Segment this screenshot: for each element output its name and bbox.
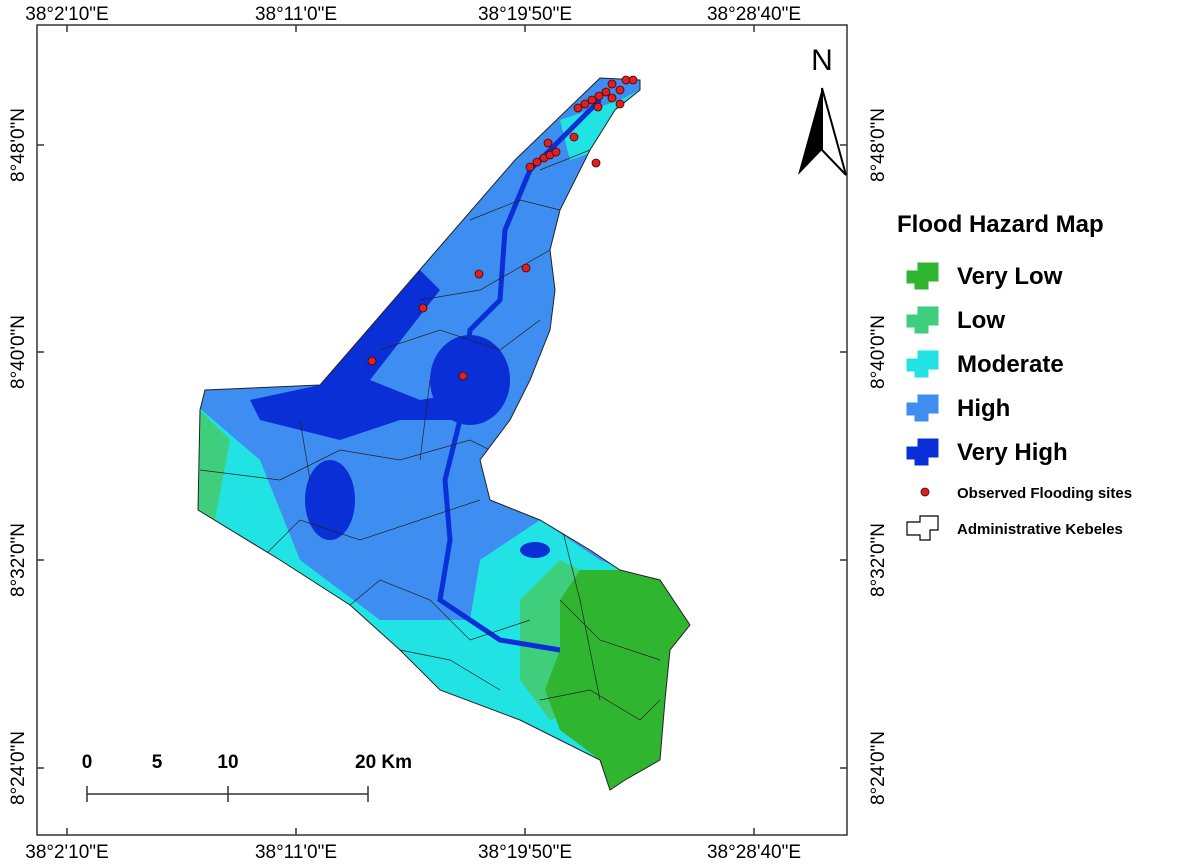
latitude-label: 8°24'0"N — [868, 731, 889, 805]
legend-swatch — [906, 515, 939, 541]
legend-swatch — [906, 350, 939, 378]
latitude-label: 8°24'0"N — [8, 731, 29, 805]
very-low-zone — [545, 570, 690, 790]
longitude-label: 38°19'50"E — [478, 4, 572, 25]
latitude-label: 8°40'0"N — [868, 315, 889, 389]
flood-sites — [367, 75, 638, 381]
scale-bar — [86, 786, 369, 802]
north-arrow: N — [798, 44, 847, 176]
scale-label: 0 — [82, 752, 93, 773]
coordinate-labels: 38°2'10"E 38°11'0"E 38°19'50"E 38°28'40"E 38… — [8, 4, 889, 863]
legend-label: Low — [957, 307, 1005, 334]
north-label: N — [811, 44, 833, 77]
scale-label: 20 Km — [355, 752, 412, 773]
legend-label: Administrative Kebeles — [957, 521, 1123, 538]
legend-label: Very Low — [957, 263, 1063, 290]
legend-label: High — [957, 395, 1010, 422]
legend-swatch — [920, 487, 930, 497]
latitude-label: 8°48'0"N — [868, 108, 889, 182]
legend-swatch — [906, 306, 939, 334]
legend-title: Flood Hazard Map — [897, 211, 1104, 238]
river — [437, 98, 602, 653]
scale-label: 10 — [217, 752, 238, 773]
latitude-label: 8°32'0"N — [868, 523, 889, 597]
longitude-label: 38°11'0"E — [255, 4, 337, 25]
very-high-zone — [250, 270, 480, 440]
frame-ticks — [37, 25, 847, 835]
legend-swatch — [906, 438, 939, 466]
longitude-label: 38°28'40"E — [707, 842, 801, 863]
latitude-label: 8°48'0"N — [8, 108, 29, 182]
legend-swatch — [906, 262, 939, 290]
longitude-label: 38°19'50"E — [478, 842, 572, 863]
longitude-label: 38°2'10"E — [25, 4, 108, 25]
legend-swatch — [906, 394, 939, 422]
longitude-label: 38°11'0"E — [255, 842, 337, 863]
latitude-label: 8°32'0"N — [8, 523, 29, 597]
legend-label: Very High — [957, 439, 1068, 466]
longitude-label: 38°28'40"E — [707, 4, 801, 25]
legend-label: Observed Flooding sites — [957, 485, 1132, 502]
scale-label: 5 — [152, 752, 163, 773]
very-high-zone — [305, 460, 355, 540]
legend: Flood Hazard Map Observed Flooding sites… — [897, 211, 1132, 541]
legend-label: Moderate — [957, 351, 1064, 378]
very-high-zone — [520, 542, 550, 558]
kebele-boundaries — [199, 149, 661, 721]
longitude-label: 38°2'10"E — [25, 842, 108, 863]
latitude-label: 8°40'0"N — [8, 315, 29, 389]
